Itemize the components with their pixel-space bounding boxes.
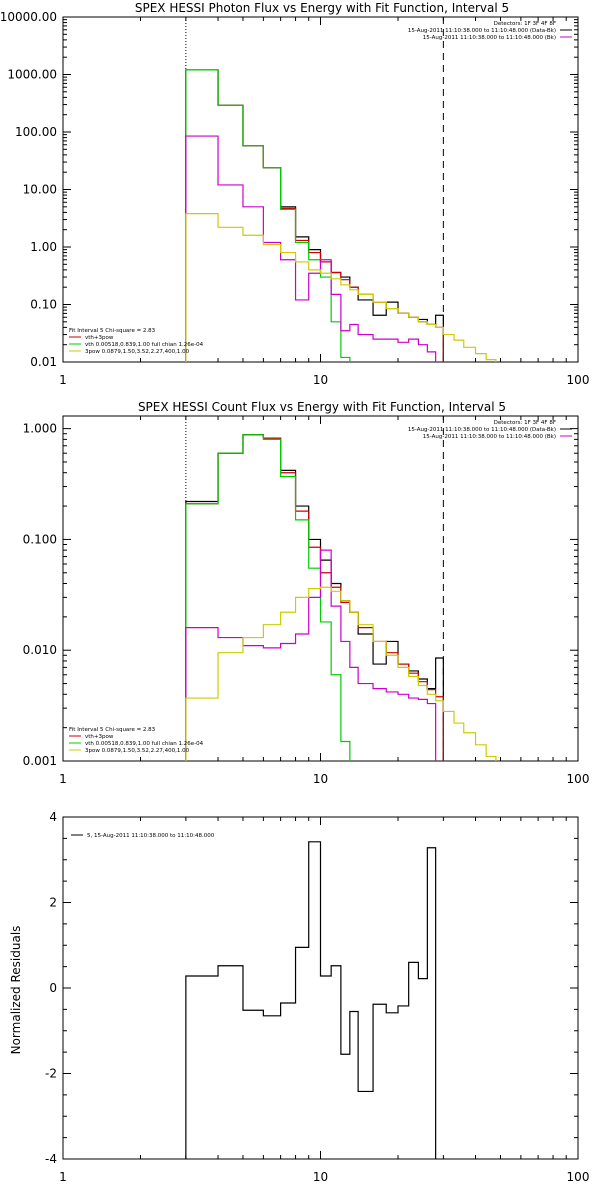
y-tick-label: 1.000: [23, 422, 57, 436]
series-line: [185, 69, 351, 362]
legend-entry: 15-Aug-2011 11:10:38.000 to 11:10:48.000…: [408, 28, 556, 34]
legend-entry: 3pow 0.0879,1.50,3.52,2.27,400,1.00: [85, 349, 190, 355]
count-flux-panel: SPEX HESSI Count Flux vs Energy with Fit…: [23, 400, 590, 786]
x-tick-label: 100: [567, 373, 590, 387]
y-tick-label: 10000.00: [0, 10, 57, 24]
legend-entry: vth 0.00518,0.839,1.00 full chian 1.26e-…: [85, 342, 204, 348]
y-tick-label: -4: [45, 1152, 57, 1166]
legend-entry: 15-Aug-2011 11:10:38.000 to 11:10:48.000…: [408, 427, 556, 433]
legend-entry: vth 0.00518,0.839,1.00 full chian 1.26e-…: [85, 741, 204, 747]
photon-flux-panel: SPEX HESSI Photon Flux vs Energy with Fi…: [0, 1, 589, 387]
series-line: [185, 586, 508, 761]
y-tick-label: 0.100: [23, 532, 57, 546]
x-tick-label: 10: [313, 1170, 328, 1184]
series-line: [185, 69, 444, 362]
x-tick-label: 100: [567, 1170, 590, 1184]
series-line: [185, 69, 444, 362]
legend-entry: 15-Aug-2011 11:10:38.000 to 11:10:48.000…: [423, 35, 556, 41]
y-tick-label: 0.010: [23, 643, 57, 657]
legend-entry: 3pow 0.0879,1.50,3.52,2.27,400,1.00: [85, 748, 190, 754]
legend-entry: Fit Interval 5 Chi-square = 2.83: [69, 727, 156, 733]
x-tick-label: 100: [567, 772, 590, 786]
x-tick-label: 1: [59, 1170, 67, 1184]
y-tick-label: 2: [49, 896, 57, 910]
y-tick-label: 0.10: [30, 298, 57, 312]
series-line: [185, 135, 437, 362]
y-tick-label: 4: [49, 810, 57, 824]
residuals-panel: Normalized Residuals 1 10 100 -4 -2 0 2 4 5, 15-…: [9, 810, 589, 1184]
legend-entry: Detectors: 1F 3F 4F 8F: [494, 420, 556, 426]
legend-entry: Detectors: 1F 3F 4F 8F: [494, 21, 556, 27]
y-axis-label: Normalized Residuals: [9, 926, 23, 1055]
series-line: [185, 213, 497, 362]
x-tick-label: 1: [59, 373, 67, 387]
y-tick-label: 10.00: [23, 183, 57, 197]
legend-entry: Fit Interval 5 Chi-square = 2.83: [69, 328, 156, 334]
x-tick-label: 10: [313, 772, 328, 786]
x-tick-label: 1: [59, 772, 67, 786]
series-line: [185, 549, 437, 761]
y-tick-label: 1.00: [30, 240, 57, 254]
series-line: [185, 841, 437, 1159]
series-line: [185, 434, 351, 761]
y-tick-label: 1000.00: [7, 68, 57, 82]
legend-entry: vth+3pow: [85, 734, 114, 740]
chart-title: SPEX HESSI Count Flux vs Energy with Fit…: [138, 400, 506, 414]
y-tick-label: 0.001: [23, 754, 57, 768]
legend-entry: 5, 15-Aug-2011 11:10:38.000 to 11:10:48.…: [87, 833, 215, 839]
y-tick-label: 100.00: [15, 125, 57, 139]
legend-entry: 15-Aug-2011 11:10:38.000 to 11:10:48.000…: [423, 434, 556, 440]
x-tick-label: 10: [313, 373, 328, 387]
chart-title: SPEX HESSI Photon Flux vs Energy with Fi…: [135, 1, 509, 15]
y-tick-label: 0: [49, 981, 57, 995]
y-tick-label: 0.01: [30, 355, 57, 369]
plot-frame: [62, 16, 579, 363]
y-tick-label: -2: [45, 1067, 57, 1081]
legend-entry: vth+3pow: [85, 335, 114, 341]
